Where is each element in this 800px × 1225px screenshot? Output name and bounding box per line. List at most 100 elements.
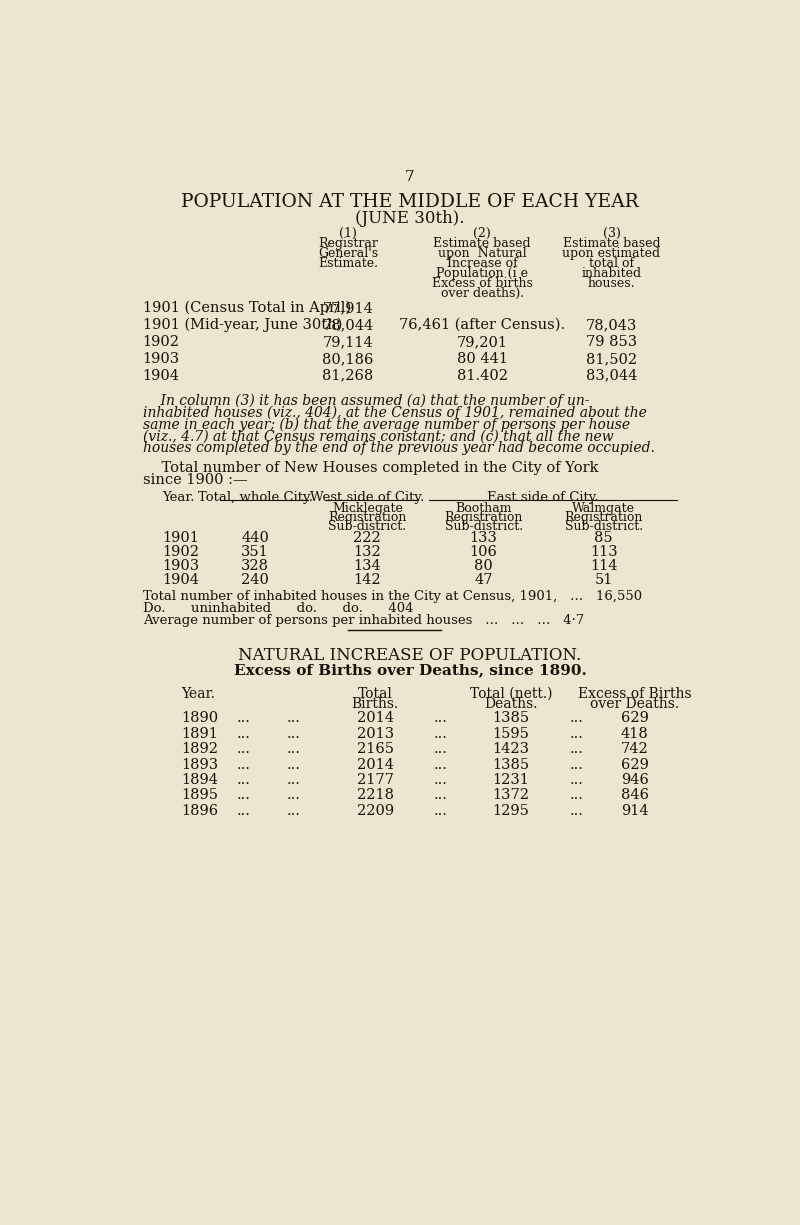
Text: Births.: Births.: [351, 697, 398, 710]
Text: Year.: Year.: [182, 687, 215, 701]
Text: Estimate based: Estimate based: [434, 238, 531, 250]
Text: 2165: 2165: [357, 742, 394, 756]
Text: Total: Total: [358, 687, 393, 701]
Text: 629: 629: [621, 757, 649, 772]
Text: Sub-district.: Sub-district.: [328, 521, 406, 533]
Text: Deaths.: Deaths.: [484, 697, 538, 710]
Text: 78,043: 78,043: [586, 318, 637, 332]
Text: 418: 418: [621, 726, 649, 741]
Text: (JUNE 30th).: (JUNE 30th).: [355, 211, 465, 227]
Text: 1903: 1903: [162, 559, 199, 573]
Text: 1902: 1902: [142, 334, 180, 349]
Text: (1): (1): [339, 227, 357, 240]
Text: Walmgate: Walmgate: [572, 502, 635, 514]
Text: ...: ...: [434, 804, 448, 818]
Text: (3): (3): [602, 227, 621, 240]
Text: ...: ...: [434, 789, 448, 802]
Text: ...: ...: [287, 726, 301, 741]
Text: 1894: 1894: [182, 773, 218, 786]
Text: 85: 85: [594, 532, 613, 545]
Text: 81,268: 81,268: [322, 369, 374, 382]
Text: ...: ...: [287, 712, 301, 725]
Text: 1902: 1902: [162, 545, 199, 559]
Text: 1903: 1903: [142, 352, 180, 366]
Text: 1901: 1901: [162, 532, 199, 545]
Text: Average number of persons per inhabited houses   …   …   …   4·7: Average number of persons per inhabited …: [142, 615, 584, 627]
Text: Year.: Year.: [162, 491, 194, 505]
Text: 2014: 2014: [357, 757, 394, 772]
Text: ...: ...: [237, 804, 250, 818]
Text: 240: 240: [241, 573, 269, 587]
Text: ...: ...: [570, 773, 583, 786]
Text: 1904: 1904: [142, 369, 180, 382]
Text: ...: ...: [287, 742, 301, 756]
Text: ...: ...: [237, 726, 250, 741]
Text: ...: ...: [287, 773, 301, 786]
Text: 2218: 2218: [357, 789, 394, 802]
Text: ...: ...: [287, 804, 301, 818]
Text: 222: 222: [354, 532, 382, 545]
Text: ...: ...: [287, 789, 301, 802]
Text: upon  Natural: upon Natural: [438, 247, 526, 260]
Text: ...: ...: [570, 804, 583, 818]
Text: 629: 629: [621, 712, 649, 725]
Text: 81.402: 81.402: [457, 369, 507, 382]
Text: ...: ...: [570, 712, 583, 725]
Text: 2209: 2209: [357, 804, 394, 818]
Text: Registrar: Registrar: [318, 238, 378, 250]
Text: 1385: 1385: [492, 712, 530, 725]
Text: Excess of Births: Excess of Births: [578, 687, 691, 701]
Text: Sub-district.: Sub-district.: [445, 521, 522, 533]
Text: over Deaths.: over Deaths.: [590, 697, 679, 710]
Text: Excess of Births over Deaths, since 1890.: Excess of Births over Deaths, since 1890…: [234, 664, 586, 677]
Text: 51: 51: [594, 573, 613, 587]
Text: 80,186: 80,186: [322, 352, 374, 366]
Text: ...: ...: [434, 773, 448, 786]
Text: 80 441: 80 441: [457, 352, 507, 366]
Text: Total number of inhabited houses in the City at Census, 1901,   …   16,550: Total number of inhabited houses in the …: [142, 589, 642, 603]
Text: over deaths).: over deaths).: [441, 287, 524, 300]
Text: 77,914: 77,914: [322, 301, 374, 315]
Text: Registration: Registration: [565, 511, 643, 524]
Text: 106: 106: [470, 545, 498, 559]
Text: 1892: 1892: [182, 742, 218, 756]
Text: 80: 80: [474, 559, 493, 573]
Text: 1896: 1896: [182, 804, 218, 818]
Text: 1895: 1895: [182, 789, 218, 802]
Text: ...: ...: [434, 712, 448, 725]
Text: ...: ...: [434, 742, 448, 756]
Text: ...: ...: [237, 773, 250, 786]
Text: 2013: 2013: [357, 726, 394, 741]
Text: 946: 946: [621, 773, 649, 786]
Text: Micklegate: Micklegate: [332, 502, 403, 514]
Text: Total (nett.): Total (nett.): [470, 687, 552, 701]
Text: inhabited houses (viz., 404), at the Census of 1901, remained about the: inhabited houses (viz., 404), at the Cen…: [142, 405, 646, 420]
Text: inhabited: inhabited: [582, 267, 642, 281]
Text: ...: ...: [237, 742, 250, 756]
Text: NATURAL INCREASE OF POPULATION.: NATURAL INCREASE OF POPULATION.: [238, 647, 582, 664]
Text: 83,044: 83,044: [586, 369, 637, 382]
Text: ...: ...: [570, 789, 583, 802]
Text: 79,201: 79,201: [457, 334, 507, 349]
Text: 1901 (Census Total in April): 1901 (Census Total in April): [142, 301, 350, 315]
Text: 742: 742: [621, 742, 649, 756]
Text: 1893: 1893: [182, 757, 218, 772]
Text: 1891: 1891: [182, 726, 218, 741]
Text: POPULATION AT THE MIDDLE OF EACH YEAR: POPULATION AT THE MIDDLE OF EACH YEAR: [181, 194, 639, 211]
Text: 79,114: 79,114: [322, 334, 374, 349]
Text: 328: 328: [241, 559, 269, 573]
Text: 1231: 1231: [492, 773, 529, 786]
Text: same in each year; (b) that the average number of persons per house: same in each year; (b) that the average …: [142, 418, 630, 431]
Text: ...: ...: [570, 726, 583, 741]
Text: 351: 351: [241, 545, 269, 559]
Text: Bootham: Bootham: [455, 502, 512, 514]
Text: 1295: 1295: [492, 804, 529, 818]
Text: Registration: Registration: [328, 511, 406, 524]
Text: 1423: 1423: [492, 742, 530, 756]
Text: ...: ...: [287, 757, 301, 772]
Text: ...: ...: [434, 726, 448, 741]
Text: 78,044: 78,044: [322, 318, 374, 332]
Text: (2): (2): [474, 227, 491, 240]
Text: 2177: 2177: [357, 773, 394, 786]
Text: 1385: 1385: [492, 757, 530, 772]
